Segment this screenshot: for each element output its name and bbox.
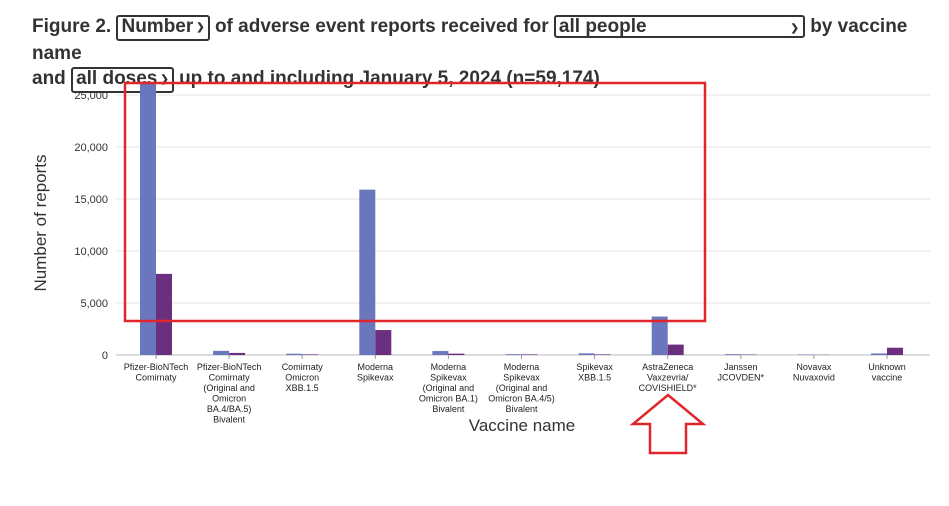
x-tick-label: Spikevax XBB.1.5 <box>576 362 613 383</box>
bar <box>594 354 611 355</box>
x-axis-ticks: Pfizer-BioNTech Comirnaty Pfizer-BioNTech C… <box>124 355 906 425</box>
y-axis-title: Number of reports <box>31 155 50 292</box>
bars <box>140 82 903 356</box>
bar <box>432 351 449 355</box>
x-tick-label: Pfizer-BioNTech Comirnaty (Original and Omi… <box>197 362 262 425</box>
x-tick-label: Moderna Spikevax (Original and Omicron BA.4… <box>488 362 555 414</box>
measure-dropdown-value: Number <box>121 16 194 37</box>
x-tick-label: Comirnaty Omicron XBB.1.5 <box>282 362 324 393</box>
y-axis-ticks: 0 5,000 10,000 15,000 20,000 25,000 <box>74 90 108 362</box>
x-tick-label: Novavax Nuvaxovid <box>793 362 835 383</box>
highlight-box <box>123 81 707 323</box>
bar <box>229 352 246 355</box>
y-tick-label: 10,000 <box>74 246 108 258</box>
bar <box>578 353 595 355</box>
title-text-1: of adverse event reports received for <box>214 16 549 37</box>
x-axis-title: Vaccine name <box>469 416 575 435</box>
chevron-down-icon: ❯ <box>790 23 799 34</box>
x-tick-label: Unknown vaccine <box>868 362 906 383</box>
bar <box>505 354 522 355</box>
y-tick-label: 5,000 <box>80 298 108 310</box>
x-tick-label: AstraZeneca Vaxzevria/COVISHIELD* <box>639 362 698 393</box>
x-tick-label: Moderna Spikevax (Original and Omicron BA.1… <box>419 362 478 414</box>
bar <box>140 82 156 356</box>
bar <box>375 330 392 355</box>
bar <box>448 353 465 355</box>
y-tick-label: 20,000 <box>74 142 108 154</box>
x-tick-label: Janssen JCOVDEN* <box>718 362 765 383</box>
x-tick-label: Moderna Spikevax <box>357 362 394 383</box>
bar <box>797 354 814 355</box>
bar <box>302 354 319 355</box>
measure-dropdown[interactable]: Number ❯ <box>116 15 210 41</box>
bar <box>156 273 172 355</box>
chevron-down-icon: ❯ <box>196 22 205 33</box>
bar <box>359 189 376 355</box>
bar <box>887 347 903 355</box>
bar <box>286 353 303 355</box>
population-dropdown[interactable]: all people ❯ <box>553 15 805 38</box>
bar <box>724 354 741 355</box>
title-text-2: by vaccine name <box>32 16 908 64</box>
chevron-down-icon: ❯ <box>160 74 169 85</box>
bar <box>213 350 230 355</box>
x-tick-label: Pfizer-BioNTech Comirnaty <box>124 362 189 383</box>
figure-title: Figure 2. Number ❯ of adverse event repor… <box>32 14 932 93</box>
y-tick-label: 15,000 <box>74 194 108 206</box>
bar <box>667 344 684 355</box>
title-text-3: and <box>32 68 66 89</box>
up-arrow-icon <box>629 393 707 455</box>
bar <box>651 316 668 355</box>
population-dropdown-value: all people <box>558 16 647 37</box>
dose-dropdown[interactable]: all doses ❯ <box>71 67 174 93</box>
bar <box>521 354 538 355</box>
y-tick-label: 25,000 <box>74 90 108 102</box>
y-tick-label: 0 <box>102 350 108 362</box>
bar <box>871 353 887 355</box>
grid-lines <box>116 94 930 356</box>
figure-label: Figure 2. <box>32 16 112 37</box>
